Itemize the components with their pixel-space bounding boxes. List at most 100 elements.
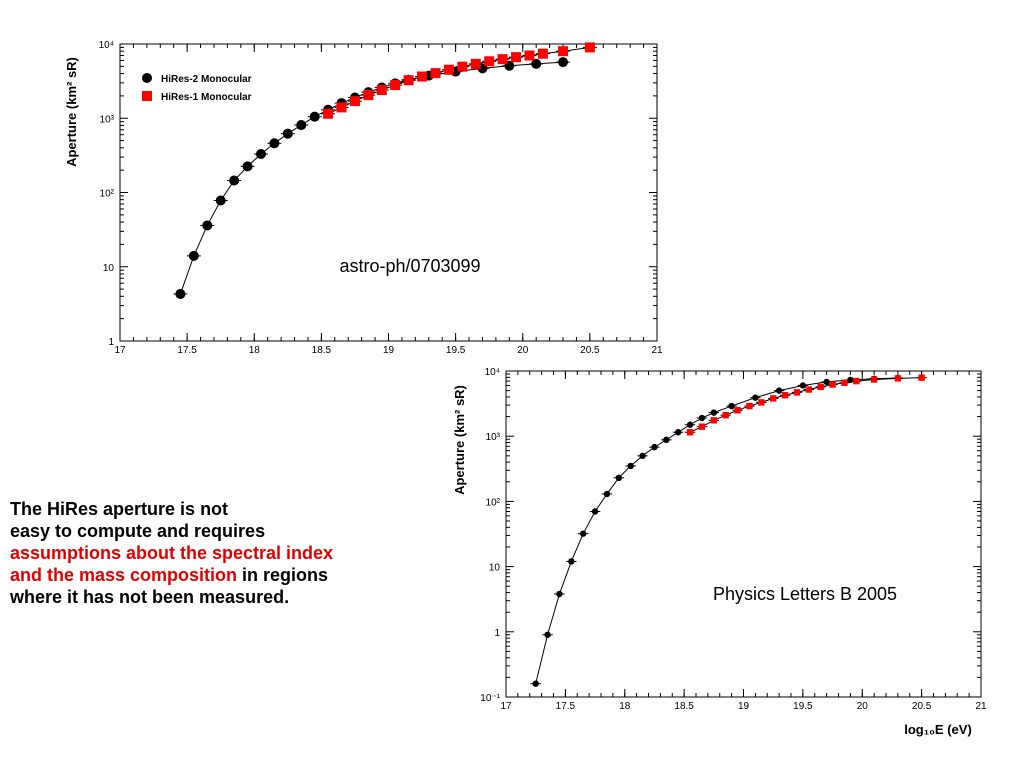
x-tick-label: 21 xyxy=(651,345,663,356)
data-point-square xyxy=(746,402,753,410)
caption-line-4: and the mass composition in regions xyxy=(10,564,480,586)
y-tick-label: 1 xyxy=(494,628,500,639)
data-point-circle xyxy=(296,120,307,131)
y-tick-label: 10⁴ xyxy=(99,40,114,51)
legend-marker-square xyxy=(142,91,152,101)
data-point-square xyxy=(918,374,925,381)
y-tick-label: 10³ xyxy=(486,432,501,443)
data-point-square xyxy=(363,90,374,101)
series-line xyxy=(327,46,590,115)
data-point-square xyxy=(894,375,902,382)
caption-line-3-red: assumptions about the spectral index xyxy=(10,543,334,563)
caption-line-4-red: and the mass composition xyxy=(10,565,238,585)
data-point-circle xyxy=(255,149,266,160)
data-point-circle xyxy=(282,128,293,139)
x-tick-label: 21 xyxy=(975,701,987,712)
data-point-square xyxy=(390,80,401,91)
data-point-square xyxy=(829,381,836,388)
data-point-circle xyxy=(242,161,253,172)
y-tick-label: 10⁴ xyxy=(485,367,500,378)
y-axis-title: Aperture (km² sR) xyxy=(452,385,467,495)
data-point-square xyxy=(584,42,595,53)
data-point-square xyxy=(470,58,481,69)
slide-caption: The HiRes aperture is not easy to comput… xyxy=(10,498,480,608)
data-point-square xyxy=(805,386,813,393)
data-point-square xyxy=(758,399,765,406)
x-tick-label: 19.5 xyxy=(793,701,813,712)
chart-annotation: Physics Letters B 2005 xyxy=(713,584,897,604)
data-point-circle xyxy=(698,414,706,422)
data-point-circle xyxy=(686,421,694,428)
y-tick-label: 10 xyxy=(489,563,501,574)
caption-line-2: easy to compute and requires xyxy=(10,521,266,541)
chart-aperture-plb-2005: 17 17.5 18 18.5 19 19.5 20 20.5 21 10⁻¹ 1 10 10² 10³ 1… xyxy=(452,367,987,737)
data-point-circle xyxy=(215,195,226,206)
data-point-circle xyxy=(603,490,611,498)
x-tick-label: 18.5 xyxy=(312,345,332,356)
y-tick-label: 10 xyxy=(103,263,115,274)
data-point-circle xyxy=(775,387,783,394)
data-point-circle xyxy=(710,409,718,416)
y-tick-label: 10² xyxy=(100,189,115,200)
x-tick-label: 17.5 xyxy=(556,701,576,712)
x-tick-label: 20.5 xyxy=(912,701,932,712)
data-point-circle xyxy=(627,462,634,470)
y-tick-label: 10² xyxy=(486,497,501,508)
data-point-square xyxy=(558,46,569,57)
data-point-circle xyxy=(615,474,623,482)
data-point-circle xyxy=(674,429,682,436)
data-point-square xyxy=(457,61,468,72)
data-point-square xyxy=(793,389,801,396)
data-point-circle xyxy=(752,394,759,401)
data-point-circle xyxy=(568,558,575,565)
data-point-square xyxy=(734,407,741,414)
caption-line-5: where it has not been measured. xyxy=(10,587,290,607)
x-tick-label: 18.5 xyxy=(674,701,694,712)
legend-label: HiRes-1 Monocular xyxy=(161,92,252,103)
x-tick-label: 18 xyxy=(619,701,631,712)
x-tick-label: 17 xyxy=(500,701,512,712)
chart-aperture-astro-ph: 17 17.5 18 18.5 19 19.5 20 20.5 21 1 10 10² 10³ 10⁴ Ap… xyxy=(64,40,663,356)
data-point-square xyxy=(323,108,334,119)
data-point-circle xyxy=(579,530,587,537)
data-point-square xyxy=(417,71,428,82)
data-point-square xyxy=(698,423,706,430)
x-tick-label: 17 xyxy=(114,345,126,356)
caption-line-1: The HiRes aperture is not xyxy=(10,499,229,519)
data-point-circle xyxy=(591,508,599,515)
y-tick-label: 1 xyxy=(108,337,114,348)
data-point-square xyxy=(336,102,347,113)
data-point-square xyxy=(537,48,548,59)
data-point-circle xyxy=(309,111,320,122)
data-point-circle xyxy=(269,138,280,149)
data-point-square xyxy=(853,377,860,385)
data-point-square xyxy=(841,379,848,386)
x-tick-label: 19 xyxy=(738,701,750,712)
data-point-square xyxy=(524,50,535,61)
data-point-circle xyxy=(663,436,670,444)
data-point-circle xyxy=(188,250,199,261)
series-line xyxy=(535,377,898,684)
plot-frame xyxy=(119,43,658,342)
data-point-circle xyxy=(799,382,807,389)
data-point-circle xyxy=(544,631,551,638)
data-point-circle xyxy=(532,680,539,687)
data-point-square xyxy=(403,75,414,86)
data-point-square xyxy=(722,411,729,419)
y-tick-label: 10³ xyxy=(100,114,115,125)
data-point-circle xyxy=(651,443,658,451)
caption-line-4-black: in regions xyxy=(237,565,329,585)
data-point-square xyxy=(376,85,387,96)
x-tick-label: 20 xyxy=(517,345,529,356)
data-point-square xyxy=(686,429,694,436)
data-point-square xyxy=(769,395,777,402)
data-point-circle xyxy=(639,452,646,460)
data-point-square xyxy=(484,56,495,67)
plot-frame xyxy=(505,370,982,698)
legend-label: HiRes-2 Monocular xyxy=(161,74,252,85)
data-point-square xyxy=(781,392,789,399)
data-point-circle xyxy=(229,175,240,186)
data-point-circle xyxy=(728,402,735,410)
data-point-square xyxy=(870,376,878,383)
